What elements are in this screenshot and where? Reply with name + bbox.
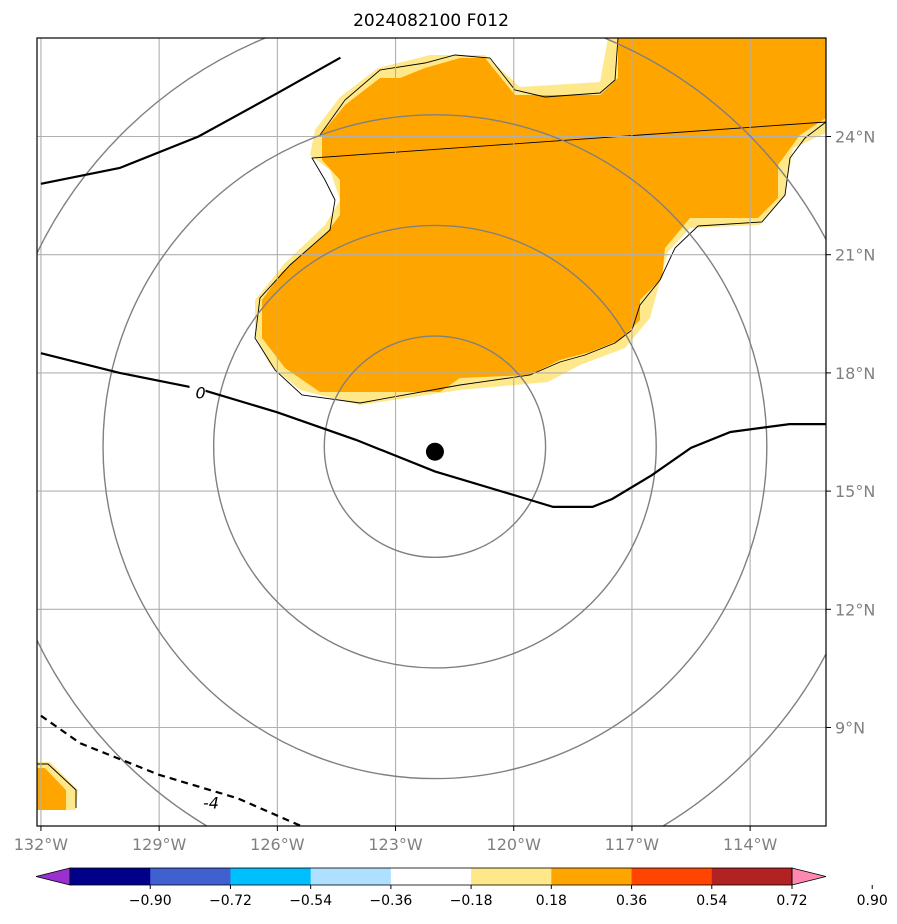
contour-line — [40, 56, 341, 185]
x-tick-label: 126°W — [250, 835, 305, 854]
shaded-field — [37, 38, 826, 810]
y-tick-label: 15°N — [835, 482, 875, 501]
contour-label: 0 — [196, 384, 206, 403]
y-tick-label: 24°N — [835, 128, 875, 147]
colorbar-tick-label: −0.90 — [129, 893, 172, 909]
colorbar-extend-high — [791, 867, 827, 886]
x-tick-label: 123°W — [368, 835, 423, 854]
colorbar-segment — [230, 868, 312, 885]
plot-area: 0 -4 — [37, 38, 826, 826]
colorbar-tick-label: −0.72 — [209, 893, 252, 909]
plot-frame — [36, 37, 827, 827]
x-tick-label: 129°W — [132, 835, 187, 854]
range-ring — [323, 335, 547, 559]
colorbar-tick-label: −0.54 — [289, 893, 332, 909]
colorbar-tick-label: 0.72 — [776, 893, 807, 909]
contour-lines: 0 -4 — [40, 56, 826, 826]
fill-band-orange — [262, 38, 826, 392]
colorbar-tick-label: 0.18 — [536, 893, 567, 909]
y-tick-label: 18°N — [835, 364, 875, 383]
contour-label: -4 — [203, 793, 219, 812]
colorbar-tick-label: −0.18 — [450, 893, 493, 909]
colorbar-segment — [310, 868, 392, 885]
colorbar-frame — [69, 867, 793, 886]
colorbar-extend-low — [35, 867, 71, 886]
colorbar: −0.90 −0.72 −0.54 −0.36 −0.18 0.18 0.36 0.54 0.7… — [35, 867, 888, 909]
colorbar-segment — [471, 868, 552, 885]
x-tick-label: 114°W — [723, 835, 778, 854]
graticule — [37, 38, 826, 826]
y-tick-label: 12°N — [835, 600, 875, 619]
colorbar-tick-label: 0.90 — [857, 893, 888, 909]
x-tick-label: 120°W — [487, 835, 542, 854]
colorbar-segment — [390, 868, 472, 885]
colorbar-tick-label: −0.36 — [369, 893, 412, 909]
colorbar-tick-label: 0.36 — [616, 893, 647, 909]
storm-center-marker — [425, 442, 444, 461]
contour-label-bg — [196, 794, 223, 813]
contour-line — [40, 714, 302, 826]
range-rings — [37, 38, 826, 826]
fill-band-orange-corner — [37, 768, 66, 810]
colorbar-segment — [70, 868, 151, 885]
x-axis-ticks: 132°W 129°W 126°W 123°W 120°W 117°W 114°W — [14, 826, 778, 854]
range-ring — [212, 224, 657, 669]
chart-title: 2024082100 F012 — [353, 11, 509, 31]
fill-outline — [37, 38, 826, 808]
y-axis-ticks: 24°N 21°N 18°N 15°N 12°N 9°N — [826, 128, 875, 738]
y-tick-label: 21°N — [835, 246, 875, 265]
colorbar-segment — [631, 868, 713, 885]
colorbar-segment — [711, 868, 793, 885]
colorbar-segment — [551, 868, 633, 885]
colorbar-tick-label: 0.54 — [696, 893, 727, 909]
y-tick-label: 9°N — [835, 719, 865, 738]
contour-label-bg — [189, 384, 206, 403]
contour-line — [40, 352, 826, 508]
x-tick-label: 117°W — [605, 835, 660, 854]
colorbar-segment — [150, 868, 231, 885]
range-ring — [102, 114, 768, 780]
fill-band-yellow-corner — [37, 762, 78, 810]
x-tick-label: 132°W — [14, 835, 69, 854]
